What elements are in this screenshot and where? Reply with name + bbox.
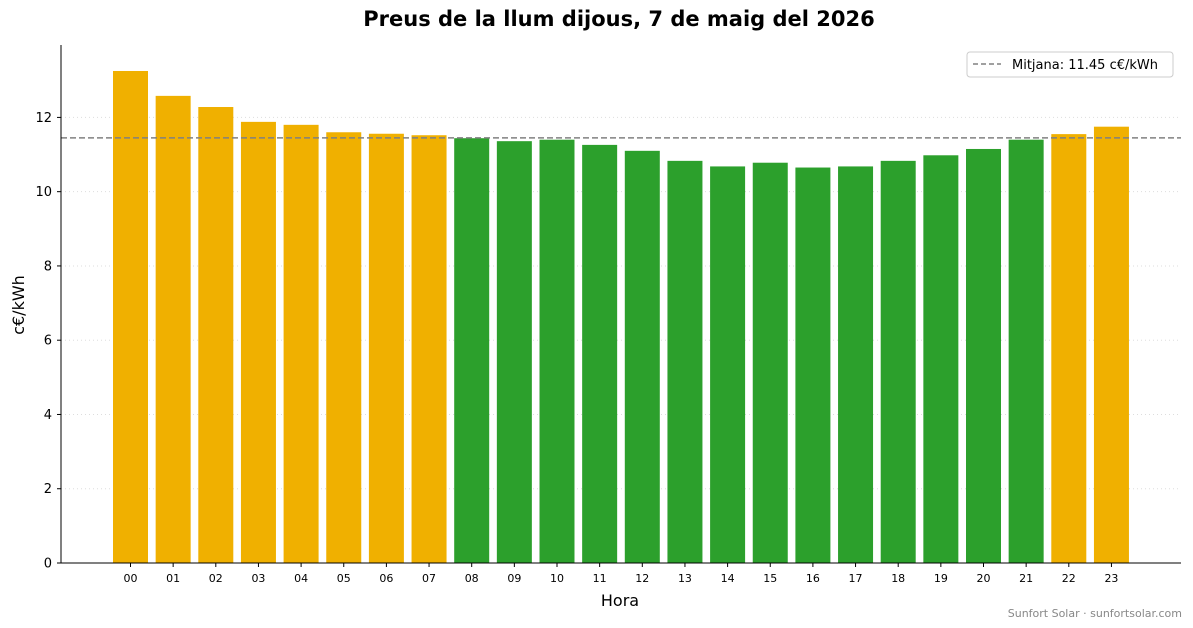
x-tick-label: 02 [209, 572, 223, 585]
bar-18 [880, 160, 916, 563]
x-tick-label: 16 [806, 572, 820, 585]
y-tick-label: 2 [44, 482, 52, 497]
x-tick-label: 03 [251, 572, 265, 585]
x-tick-label: 22 [1062, 572, 1076, 585]
bar-13 [667, 160, 703, 563]
x-tick-label: 23 [1104, 572, 1118, 585]
bar-11 [582, 144, 618, 564]
x-tick-label: 17 [849, 572, 863, 585]
y-axis-label: c€/kWh [9, 275, 28, 335]
y-tick-labels: 0 2 4 6 8 10 12 [35, 111, 61, 572]
bar-12 [624, 150, 660, 564]
x-tick-label: 19 [934, 572, 948, 585]
bars-group [113, 70, 1129, 564]
grid-lines [61, 116, 1181, 490]
bar-03 [240, 121, 276, 564]
bar-15 [752, 162, 788, 563]
x-tick-labels: 00 01 02 03 04 05 06 07 08 09 10 11 12 13 14 15 16 17 18 19… [124, 563, 1118, 585]
y-tick-label: 4 [44, 408, 52, 423]
bar-20 [966, 148, 1001, 564]
x-tick-label: 09 [507, 572, 521, 585]
x-tick-label: 18 [891, 572, 905, 585]
x-tick-label: 08 [465, 572, 479, 585]
x-tick-label: 05 [337, 572, 351, 585]
bar-09 [496, 141, 532, 564]
x-tick-label: 11 [593, 572, 607, 585]
y-tick-label: 10 [35, 185, 52, 200]
bar-04 [283, 124, 319, 563]
bar-14 [710, 166, 746, 564]
legend: Mitjana: 11.45 c€/kWh [966, 51, 1174, 78]
y-tick-label: 8 [44, 259, 52, 274]
bar-23 [1093, 126, 1129, 563]
x-tick-label: 12 [635, 572, 649, 585]
x-tick-label: 06 [379, 572, 393, 585]
bar-01 [155, 95, 191, 564]
x-tick-label: 00 [124, 572, 138, 585]
x-tick-label: 07 [422, 572, 436, 585]
bar-17 [838, 166, 874, 564]
legend-box [966, 51, 1174, 78]
x-tick-label: 10 [550, 572, 564, 585]
y-tick-label: 12 [35, 111, 52, 126]
x-tick-label: 01 [166, 572, 180, 585]
x-axis-label: Hora [601, 591, 639, 610]
y-tick-label: 0 [44, 557, 52, 572]
bar-05 [326, 132, 362, 563]
legend-mean-label: Mitjana: 11.45 c€/kWh [1012, 58, 1158, 73]
bar-22 [1051, 134, 1087, 563]
x-tick-label: 20 [977, 572, 991, 585]
x-tick-label: 14 [721, 572, 735, 585]
bar-07 [411, 135, 447, 564]
x-tick-label: 04 [294, 572, 308, 585]
x-tick-label: 13 [678, 572, 692, 585]
credit-text: Sunfort Solar · sunfortsolar.com [1008, 607, 1182, 620]
bar-21 [1008, 139, 1044, 563]
bar-08 [454, 138, 490, 563]
x-tick-label: 15 [763, 572, 777, 585]
x-tick-label: 21 [1019, 572, 1033, 585]
bar-16 [795, 167, 831, 563]
bar-19 [923, 155, 959, 563]
chart-title: Preus de la llum dijous, 7 de maig del 2… [363, 7, 875, 31]
y-tick-label: 6 [44, 334, 52, 349]
bar-06 [368, 133, 404, 563]
bar-02 [198, 107, 234, 563]
axes [60, 45, 1181, 564]
bar-10 [539, 139, 575, 563]
bar-00 [113, 70, 148, 563]
